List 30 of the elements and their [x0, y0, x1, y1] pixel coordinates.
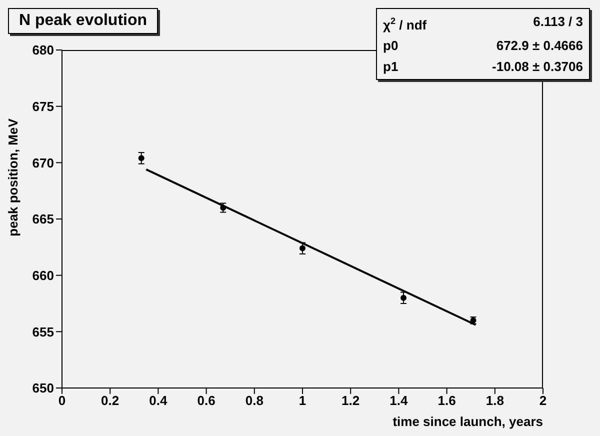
text: 6.113 / 3: [533, 13, 583, 31]
text: χ$^{2}$ / ndf: [383, 15, 427, 34]
x-tick-label: 1: [298, 393, 306, 408]
x-tick-label: 0.2: [101, 393, 120, 408]
annotation: p0: [383, 37, 398, 56]
x-tick-label: 2: [539, 393, 547, 408]
x-tick-label: 1.8: [486, 393, 504, 408]
x-tick-label: 0.8: [245, 393, 264, 408]
x-tick-label: 1.4: [390, 393, 409, 408]
point: [400, 294, 407, 301]
chart-title: N peak evolution: [8, 8, 158, 34]
y-tick-label: 660: [32, 268, 54, 283]
point: [138, 155, 144, 162]
x-tick-label: 1.2: [342, 393, 360, 408]
y-tick-label: 675: [32, 98, 54, 114]
point: [300, 245, 306, 252]
y-tick-label: 665: [32, 212, 54, 227]
x-tick-label: 0.6: [197, 393, 216, 408]
x-axis-title: time since launch, years: [392, 414, 543, 429]
y-tick-label: 670: [32, 155, 54, 170]
x-tick-label: 0.4: [149, 393, 168, 408]
y-tick-label: 680: [32, 42, 54, 58]
x-tick-label: 1.6: [438, 393, 456, 408]
y-tick-label: 655: [32, 324, 54, 340]
annotation: p1: [383, 58, 398, 76]
annotation: 672.9 ± 0.4666: [496, 37, 583, 56]
y-axis-title: peak position, MeV: [6, 118, 20, 236]
annotation: -10.08 ± 0.3706: [492, 58, 583, 76]
y-tick-label: 650: [32, 380, 54, 396]
x-tick-label: 0: [58, 393, 66, 408]
